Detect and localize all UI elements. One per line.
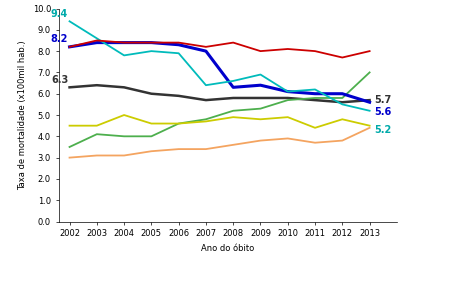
Y-axis label: Taxa de mortalidade (x100mil hab.): Taxa de mortalidade (x100mil hab.): [18, 40, 27, 190]
Text: 5.6: 5.6: [374, 107, 391, 117]
Text: 5.2: 5.2: [374, 125, 391, 135]
X-axis label: Ano do óbito: Ano do óbito: [201, 244, 254, 253]
Text: 5.7: 5.7: [374, 95, 391, 105]
Text: 6.3: 6.3: [51, 75, 68, 85]
Text: 9.4: 9.4: [51, 9, 68, 18]
Text: 8.2: 8.2: [51, 34, 68, 44]
